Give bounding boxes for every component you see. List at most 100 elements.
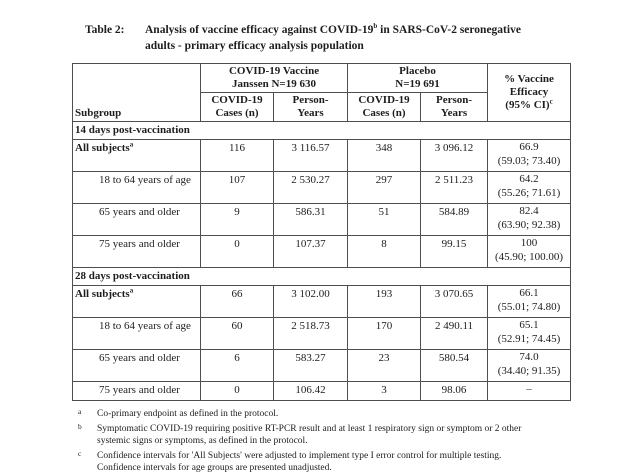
py-header-line1: Person- — [292, 94, 329, 106]
footnote-a: a Co-primary endpoint as defined in the … — [76, 407, 544, 421]
footnote-marker-b: b — [78, 421, 82, 431]
title-line1-rest: in SARS-CoV-2 seronegative — [377, 24, 521, 36]
subgroup-label: All subjects — [75, 288, 130, 300]
vaccine-cases-cell: 6 — [200, 349, 274, 382]
vaccine-cases-header: COVID-19 Cases (n) — [200, 92, 274, 122]
placebo-cases-cell: 23 — [347, 349, 422, 382]
vaccine-person-years-header: Person- Years — [272, 92, 349, 122]
placebo-group-n: N=19 691 — [395, 78, 440, 90]
footnote-ref-a: a — [129, 286, 134, 295]
vaccine-cases-cell: 0 — [200, 381, 274, 401]
subgroup-cell: All subjectsa — [72, 139, 201, 172]
efficacy-value: 82.4 — [519, 205, 539, 217]
efficacy-header-line3: (95% CI)c — [490, 97, 568, 112]
title-line1: Analysis of vaccine efficacy against COV… — [145, 22, 521, 36]
placebo-person-years-cell: 2 490.11 — [420, 317, 489, 350]
placebo-person-years-cell: 99.15 — [420, 235, 489, 268]
group-header-row: Subgroup COVID-19 Vaccine Janssen N=19 6… — [72, 63, 572, 122]
vaccine-person-years-cell: 3 102.00 — [272, 285, 349, 318]
placebo-person-years-cell: 2 511.23 — [420, 171, 489, 204]
placebo-cases-cell: 8 — [347, 235, 422, 268]
placebo-cases-cell: 348 — [347, 139, 422, 172]
vaccine-group-n: Janssen N=19 630 — [232, 78, 316, 90]
footnotes: a Co-primary endpoint as defined in the … — [76, 407, 544, 475]
footnote-text-c: Confidence intervals for 'All Subjects' … — [97, 450, 502, 474]
cases-header-line1: COVID-19 — [358, 94, 410, 106]
efficacy-ci: (59.03; 73.40) — [497, 154, 561, 167]
efficacy-ci: (34.40; 91.35) — [497, 364, 561, 377]
footnote-text-a: Co-primary endpoint as defined in the pr… — [97, 409, 279, 419]
subgroup-cell: 75 years and older — [72, 235, 201, 268]
vaccine-group-name: COVID-19 Vaccine — [228, 65, 320, 77]
efficacy-ci-label: (95% CI) — [505, 99, 550, 111]
efficacy-ci: (63.90; 92.38) — [497, 218, 561, 231]
subgroup-cell: 65 years and older — [72, 203, 201, 236]
footnote-marker-c: c — [78, 448, 82, 458]
table-number-label: Table 2: — [85, 24, 125, 36]
vaccine-cases-cell: 0 — [200, 235, 274, 268]
subgroup-column-header: Subgroup — [72, 63, 201, 122]
efficacy-header-line1: % Vaccine — [504, 73, 554, 85]
footnote-text-b: Symptomatic COVID-19 requiring positive … — [97, 423, 522, 447]
footnote-ref-b: b — [373, 22, 378, 31]
cases-header-line1: COVID-19 — [211, 94, 263, 106]
vaccine-cases-cell: 66 — [200, 285, 274, 318]
efficacy-cell: 100 (45.90; 100.00) — [487, 235, 572, 268]
table-row: 18 to 64 years of age 107 2 530.27 297 2… — [72, 171, 572, 204]
title-line2: adults - primary efficacy analysis popul… — [145, 40, 364, 52]
vaccine-person-years-cell: 586.31 — [272, 203, 349, 236]
subgroup-cell: 75 years and older — [72, 381, 201, 401]
vaccine-person-years-cell: 3 116.57 — [272, 139, 349, 172]
efficacy-ci: (45.90; 100.00) — [494, 250, 564, 263]
section-header-row: 28 days post-vaccination — [71, 267, 572, 286]
efficacy-cell: 66.9 (59.03; 73.40) — [487, 139, 572, 172]
efficacy-value: 66.9 — [519, 141, 539, 153]
placebo-cases-cell: 51 — [347, 203, 422, 236]
title-line1-text: Analysis of vaccine efficacy against COV… — [145, 24, 374, 36]
sub-header-row: COVID-19 Cases (n) Person- Years COVID-1… — [73, 92, 571, 122]
subgroup-label: All subjects — [75, 142, 130, 154]
footnote-ref-a: a — [129, 140, 134, 149]
placebo-cases-cell: 297 — [347, 171, 422, 204]
table-row: All subjectsa 66 3 102.00 193 3 070.65 6… — [72, 285, 572, 318]
vaccine-person-years-cell: 2 518.73 — [272, 317, 349, 350]
subgroup-cell: All subjectsa — [72, 285, 201, 318]
cases-header-line2: Cases (n) — [215, 107, 259, 119]
vaccine-person-years-cell: 583.27 — [272, 349, 349, 382]
placebo-person-years-cell: 3 096.12 — [420, 139, 489, 172]
placebo-person-years-cell: 580.54 — [420, 349, 489, 382]
efficacy-ci: (52.91; 74.45) — [497, 332, 561, 345]
placebo-person-years-cell: 98.06 — [420, 381, 489, 401]
footnote-marker-a: a — [78, 407, 82, 416]
efficacy-value: 64.2 — [519, 173, 539, 185]
efficacy-ci: (55.01; 74.80) — [497, 300, 561, 313]
efficacy-header-line2: Efficacy — [509, 86, 549, 98]
footnote-c: c Confidence intervals for 'All Subjects… — [76, 448, 544, 475]
efficacy-value: 65.1 — [519, 319, 539, 331]
table-title-text: Analysis of vaccine efficacy against COV… — [145, 22, 521, 54]
placebo-cases-header: COVID-19 Cases (n) — [347, 92, 422, 122]
placebo-person-years-cell: 584.89 — [420, 203, 489, 236]
footnote-ref-c: c — [549, 97, 553, 106]
efficacy-cell: 82.4 (63.90; 92.38) — [487, 203, 572, 236]
placebo-cases-cell: 3 — [347, 381, 422, 401]
efficacy-cell: 74.0 (34.40; 91.35) — [487, 349, 572, 382]
placebo-group-name: Placebo — [399, 65, 436, 77]
efficacy-value: – — [526, 383, 532, 395]
vaccine-cases-cell: 60 — [200, 317, 274, 350]
section-label-14-days: 14 days post-vaccination — [71, 121, 572, 140]
py-header-line2: Years — [297, 107, 324, 119]
vaccine-person-years-cell: 106.42 — [272, 381, 349, 401]
section-header-row: 14 days post-vaccination — [71, 121, 572, 140]
efficacy-value: 66.1 — [519, 287, 539, 299]
vaccine-cases-cell: 107 — [200, 171, 274, 204]
table-row: 65 years and older 9 586.31 51 584.89 82… — [72, 203, 572, 236]
efficacy-cell: – — [487, 381, 572, 401]
footnote-b: b Symptomatic COVID-19 requiring positiv… — [76, 421, 544, 448]
cases-header-line2: Cases (n) — [362, 107, 406, 119]
table-row: All subjectsa 116 3 116.57 348 3 096.12 … — [72, 139, 572, 172]
table-row: 75 years and older 0 106.42 3 98.06 – — [72, 381, 572, 401]
table-row: 75 years and older 0 107.37 8 99.15 100 … — [72, 235, 572, 268]
subgroup-cell: 65 years and older — [72, 349, 201, 382]
subgroup-cell: 18 to 64 years of age — [72, 171, 201, 204]
